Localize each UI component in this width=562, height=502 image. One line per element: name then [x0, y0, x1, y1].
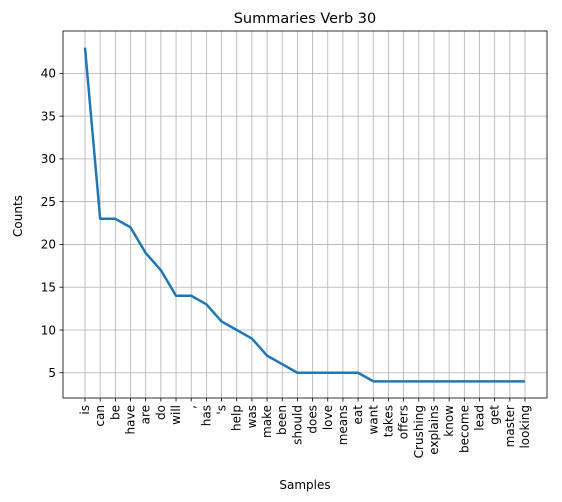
x-tick-label: become [457, 405, 471, 453]
x-tick-label: master [503, 405, 517, 447]
x-axis: is can be have are do will, has's help was make bee… [78, 398, 532, 458]
x-tick-label: eat [351, 405, 365, 425]
y-tick-label: 35 [41, 109, 56, 123]
x-tick-label: Crushing [412, 405, 426, 458]
x-tick-label: explains [427, 405, 441, 455]
y-tick-label: 25 [41, 195, 56, 209]
x-tick-label: have [124, 405, 138, 434]
y-tick-label: 40 [41, 67, 56, 81]
x-tick-label: lead [472, 405, 486, 431]
y-tick-label: 30 [41, 152, 56, 166]
x-tick-label: make [260, 405, 274, 438]
series-layer [83, 47, 525, 383]
x-tick-label: was [245, 405, 259, 428]
x-tick-label: is [78, 405, 92, 415]
x-tick-label: , [184, 405, 198, 409]
x-tick-label: does [306, 405, 320, 434]
plot-frame [62, 30, 548, 399]
x-tick-label: be [108, 405, 122, 420]
x-tick-label: 's [215, 405, 229, 415]
x-tick-label: takes [381, 405, 395, 437]
x-tick-label: love [321, 405, 335, 430]
x-tick-label: help [230, 405, 244, 431]
series-line [83, 47, 525, 383]
x-tick-label: means [336, 405, 350, 445]
y-axis: 5 10 15 20 25 30 35 40 [41, 67, 63, 380]
x-tick-label: will [169, 405, 183, 425]
x-tick-label: looking [518, 405, 532, 449]
chart-title: Summaries Verb 30 [234, 11, 377, 27]
x-tick-label: are [139, 405, 153, 424]
x-tick-label: should [290, 405, 304, 445]
y-tick-label: 5 [48, 366, 56, 380]
x-tick-label: get [488, 405, 502, 425]
x-tick-label: want [366, 405, 380, 435]
x-axis-title: Samples [279, 478, 330, 492]
x-tick-label: know [442, 405, 456, 437]
x-tick-label: offers [397, 405, 411, 439]
y-tick-label: 10 [41, 323, 56, 337]
grid [63, 31, 547, 398]
x-tick-label: can [93, 405, 107, 427]
y-tick-label: 20 [41, 238, 56, 252]
y-axis-title: Counts [11, 195, 25, 237]
y-tick-label: 15 [41, 281, 56, 295]
x-tick-label: has [199, 405, 213, 426]
x-tick-label: been [275, 405, 289, 435]
x-tick-label: do [154, 405, 168, 420]
